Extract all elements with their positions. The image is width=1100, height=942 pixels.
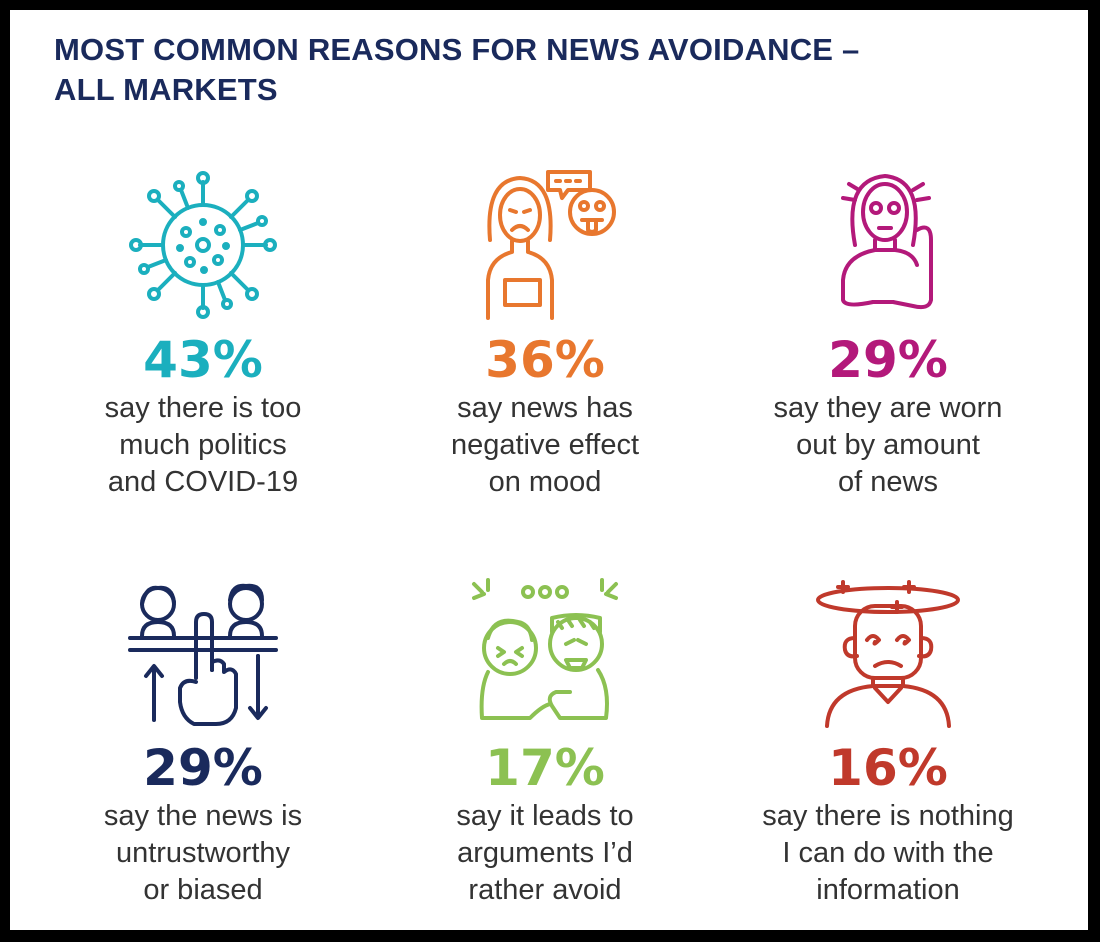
caption-line: negative effect (450, 429, 640, 461)
caption-line: say there is nothing (762, 800, 1014, 832)
argument-icon (472, 578, 618, 720)
caption-line: of news (838, 466, 938, 498)
title-line-1: MOST COMMON REASONS FOR NEWS AVOIDANCE – (54, 32, 860, 67)
caption-line: say they are worn (773, 392, 1003, 424)
title-line-2: ALL MARKETS (54, 72, 278, 107)
stat-value: 29% (143, 739, 263, 797)
stat-value: 29% (828, 331, 948, 389)
caption-line: I can do with the (782, 837, 994, 869)
chart-title: MOST COMMON REASONS FOR NEWS AVOIDANCE –… (54, 30, 859, 110)
stat-card-worn-out: 29% say they are worn out by amount of n… (718, 170, 1058, 501)
stat-caption: say there is too much politics and COVID… (33, 390, 373, 501)
stat-caption: say there is nothing I can do with the i… (718, 798, 1058, 909)
stat-value: 43% (143, 331, 263, 389)
caption-line: information (816, 874, 960, 906)
caption-line: and COVID-19 (107, 466, 299, 498)
caption-line: say it leads to (456, 800, 634, 832)
caption-line: say there is too (104, 392, 302, 424)
stat-card-mood: 36% say news has negative effect on mood (375, 170, 715, 501)
stat-caption: say news has negative effect on mood (375, 390, 715, 501)
stat-value: 36% (485, 331, 605, 389)
caption-line: out by amount (796, 429, 980, 461)
caption-line: arguments I’d (457, 837, 633, 869)
stat-card-politics: 43% say there is too much politics and C… (33, 170, 373, 501)
caption-line: say the news is (103, 800, 303, 832)
stat-caption: say the news is untrustworthy or biased (33, 798, 373, 909)
stat-caption: say it leads to arguments I’d rather avo… (375, 798, 715, 909)
voting-hand-icon (128, 583, 278, 726)
caption-line: or biased (143, 874, 263, 906)
stat-card-arguments: 17% say it leads to arguments I’d rather… (375, 578, 715, 909)
dizzy-person-icon (816, 580, 960, 728)
caption-line: much politics (119, 429, 287, 461)
caption-line: rather avoid (468, 874, 622, 906)
virus-icon (129, 171, 277, 319)
sad-person-icon (486, 170, 616, 320)
caption-line: untrustworthy (115, 837, 291, 869)
caption-line: on mood (488, 466, 602, 498)
stat-card-untrustworthy: 29% say the news is untrustworthy or bia… (33, 578, 373, 909)
stat-card-helpless: 16% say there is nothing I can do with t… (718, 578, 1058, 909)
stat-caption: say they are worn out by amount of news (718, 390, 1058, 501)
caption-line: say news has (457, 392, 633, 424)
stat-value: 17% (485, 739, 605, 797)
stressed-person-icon (841, 174, 933, 310)
infographic-card: MOST COMMON REASONS FOR NEWS AVOIDANCE –… (10, 10, 1088, 930)
stat-value: 16% (828, 739, 948, 797)
